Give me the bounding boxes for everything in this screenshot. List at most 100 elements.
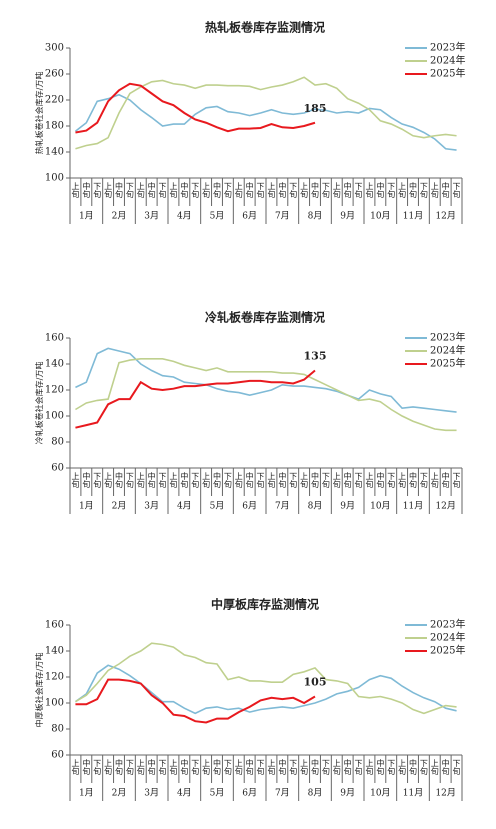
- x-tick-label: 中旬: [409, 471, 418, 489]
- x-tick-label: 下旬: [125, 182, 134, 199]
- x-tick-label: 下旬: [158, 182, 167, 199]
- month-label: 5月: [210, 788, 225, 799]
- month-label: 9月: [340, 501, 355, 512]
- x-tick-label: 中旬: [376, 181, 385, 199]
- chart-title: 热轧板卷库存监测情况: [205, 20, 325, 35]
- y-tick-label: 160: [45, 620, 64, 631]
- month-label: 12月: [435, 788, 455, 799]
- x-tick-label: 上旬: [136, 472, 145, 489]
- x-tick-label: 下旬: [419, 759, 428, 776]
- x-tick-label: 下旬: [256, 759, 265, 776]
- x-tick-label: 中旬: [245, 181, 254, 199]
- legend-label: 2023年: [430, 41, 465, 54]
- x-tick-label: 中旬: [245, 758, 254, 776]
- y-tick-label: 120: [45, 385, 64, 396]
- x-tick-label: 下旬: [321, 182, 330, 199]
- legend-label: 2025年: [430, 644, 465, 657]
- x-tick-label: 中旬: [311, 181, 320, 199]
- x-tick-label: 上旬: [267, 472, 276, 489]
- x-tick-label: 上旬: [398, 759, 407, 776]
- y-axis-label: 热轧板卷社会库存/万吨: [34, 72, 44, 155]
- x-tick-label: 中旬: [213, 758, 222, 776]
- series-line: [74, 664, 457, 715]
- y-axis-label: 中厚板社会库存/万吨: [34, 653, 44, 728]
- month-label: 6月: [242, 211, 257, 222]
- month-label: 1月: [79, 211, 94, 222]
- x-tick-label: 中旬: [213, 471, 222, 489]
- month-label: 5月: [210, 211, 225, 222]
- month-label: 12月: [435, 211, 455, 222]
- x-tick-label: 中旬: [213, 181, 222, 199]
- chart-title: 冷轧板卷库存监测情况: [205, 310, 325, 325]
- x-tick-label: 中旬: [311, 471, 320, 489]
- x-tick-label: 上旬: [71, 182, 80, 199]
- legend-label: 2025年: [430, 67, 465, 80]
- month-label: 2月: [112, 211, 127, 222]
- y-tick-label: 180: [45, 121, 64, 132]
- x-tick-label: 中旬: [147, 471, 156, 489]
- x-tick-label: 上旬: [398, 182, 407, 199]
- y-tick-label: 300: [45, 43, 64, 54]
- x-tick-label: 上旬: [430, 759, 439, 776]
- x-tick-label: 中旬: [278, 758, 287, 776]
- month-label: 10月: [370, 788, 390, 799]
- month-label: 11月: [403, 788, 423, 799]
- legend-label: 2023年: [430, 618, 465, 631]
- y-tick-label: 120: [45, 672, 64, 683]
- y-tick-label: 80: [51, 724, 64, 735]
- x-tick-label: 下旬: [256, 182, 265, 199]
- chart: 中厚板库存监测情况中厚板社会库存/万吨6080100120140160上旬 中旬下…: [34, 597, 465, 801]
- x-tick-label: 上旬: [234, 182, 243, 199]
- x-tick-label: 中旬: [343, 758, 352, 776]
- x-tick-label: 上旬: [332, 472, 341, 489]
- month-label: 8月: [308, 501, 323, 512]
- x-tick-label: 下旬: [354, 472, 363, 489]
- x-tick-label: 中旬: [376, 471, 385, 489]
- month-label: 11月: [403, 501, 423, 512]
- y-tick-label: 140: [45, 359, 64, 370]
- month-label: 6月: [242, 788, 257, 799]
- x-tick-label: 下旬: [223, 472, 232, 489]
- annotation: 185: [304, 102, 327, 115]
- month-label: 8月: [308, 788, 323, 799]
- y-tick-label: 140: [45, 646, 64, 657]
- y-tick-label: 100: [45, 173, 64, 184]
- y-tick-label: 60: [51, 750, 64, 761]
- x-tick-label: 上旬: [104, 182, 113, 199]
- x-tick-label: 中旬: [311, 758, 320, 776]
- x-tick-label: 中旬: [115, 471, 124, 489]
- month-label: 2月: [112, 501, 127, 512]
- x-tick-label: 中旬: [180, 758, 189, 776]
- y-tick-label: 100: [45, 698, 64, 709]
- month-label: 10月: [370, 501, 390, 512]
- y-tick-label: 260: [45, 69, 64, 80]
- x-tick-label: 下旬: [289, 759, 298, 776]
- x-tick-label: 中旬: [409, 758, 418, 776]
- x-tick-label: 上旬: [267, 182, 276, 199]
- x-tick-label: 下旬: [419, 182, 428, 199]
- x-tick-label: 中旬: [441, 471, 450, 489]
- x-tick-label: 下旬: [191, 472, 200, 489]
- x-tick-label: 下旬: [93, 182, 102, 199]
- month-label: 4月: [177, 501, 192, 512]
- x-tick-label: 中旬: [441, 758, 450, 776]
- month-label: 9月: [340, 211, 355, 222]
- x-tick-label: 中旬: [180, 471, 189, 489]
- x-tick-label: 上旬: [136, 182, 145, 199]
- x-tick-label: 下旬: [321, 472, 330, 489]
- month-label: 7月: [275, 501, 290, 512]
- x-tick-label: 中旬: [115, 181, 124, 199]
- x-tick-label: 上旬: [300, 472, 309, 489]
- month-label: 11月: [403, 211, 423, 222]
- x-tick-label: 下旬: [321, 759, 330, 776]
- chart: 冷轧板卷库存监测情况冷轧板卷社会库存/万吨6080100120140160上旬中…: [34, 310, 465, 514]
- month-label: 2月: [112, 788, 127, 799]
- x-tick-label: 上旬: [71, 472, 80, 489]
- annotation: 105: [304, 676, 327, 689]
- x-tick-label: 下旬: [125, 759, 134, 776]
- x-tick-label: 上旬: [300, 182, 309, 199]
- x-tick-label: 上旬: [300, 759, 309, 776]
- x-tick-label: 下旬: [289, 182, 298, 199]
- month-label: 6月: [242, 501, 257, 512]
- x-tick-label: 下旬: [387, 182, 396, 199]
